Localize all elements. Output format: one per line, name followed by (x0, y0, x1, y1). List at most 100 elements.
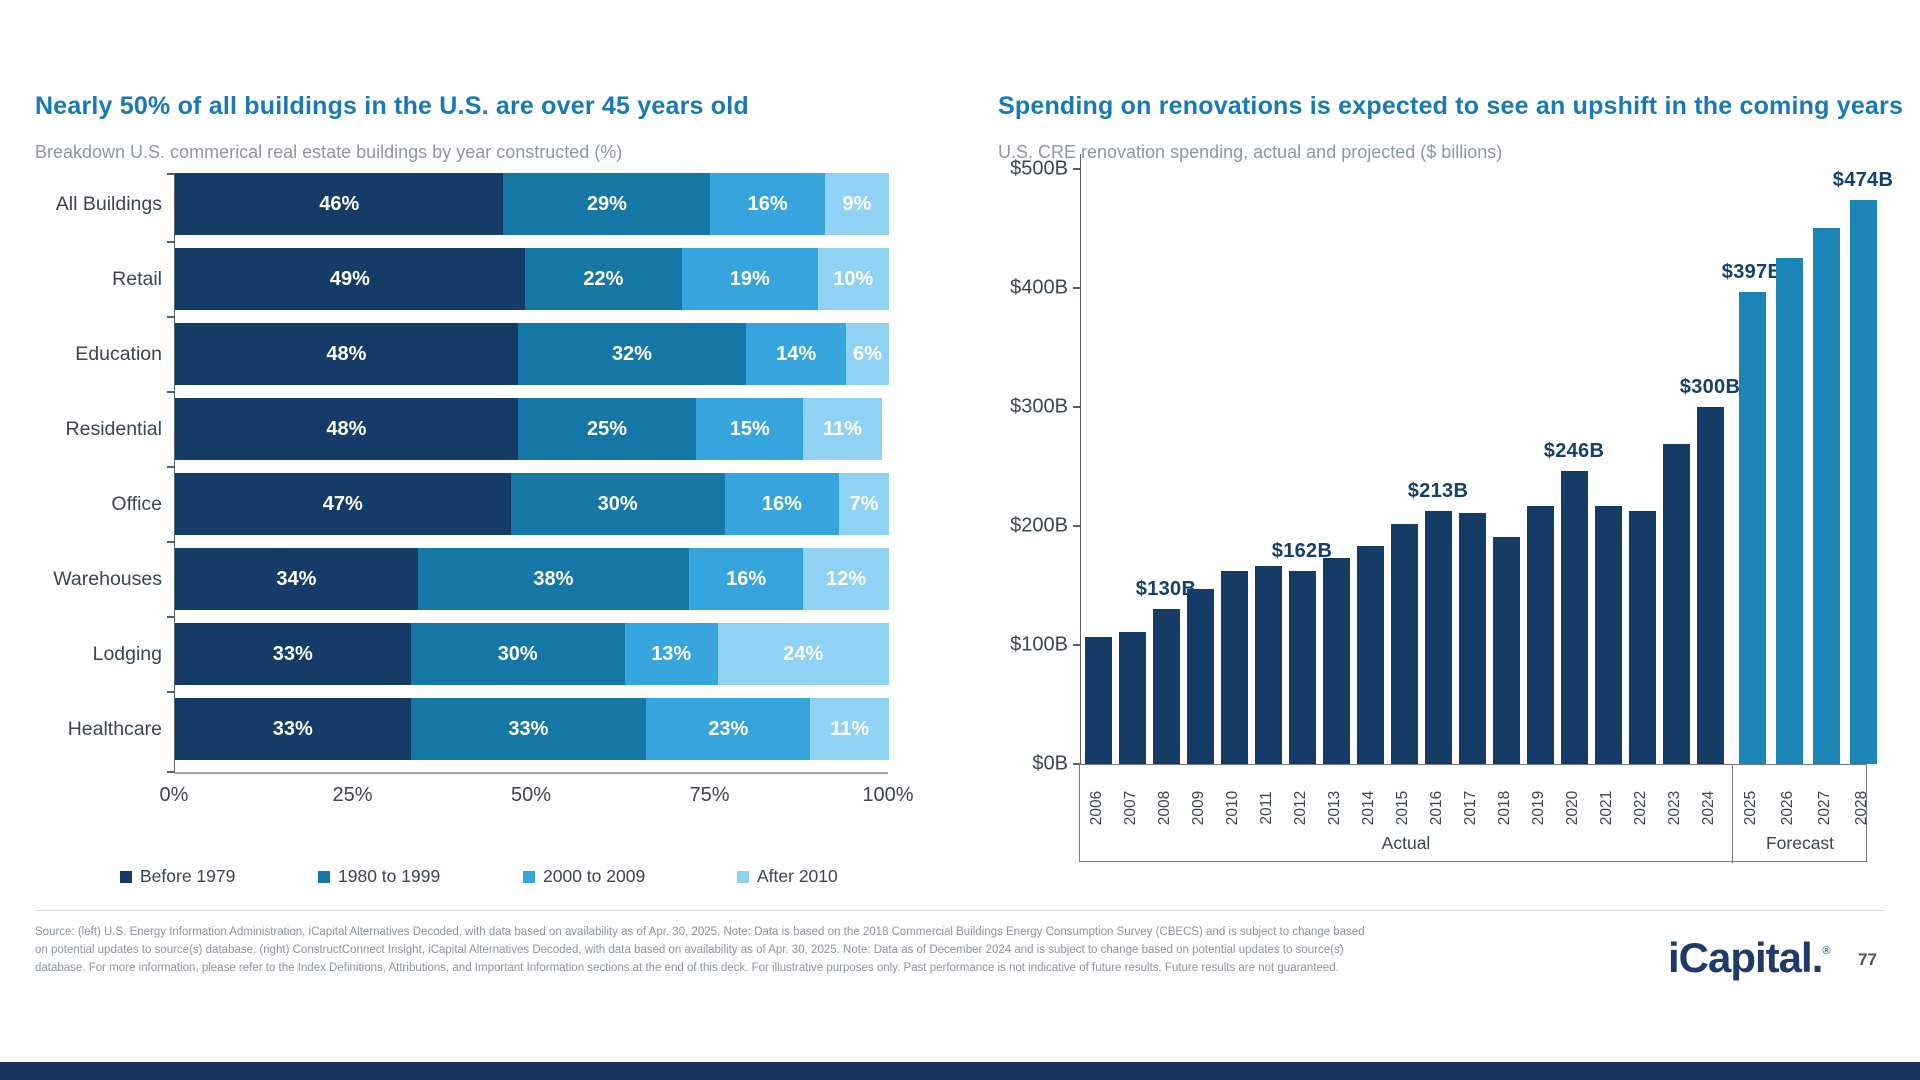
bar-segment-value: 22% (583, 267, 624, 290)
bar-segment-value: 29% (586, 192, 627, 215)
bar-value-label: $130B (1135, 578, 1197, 600)
bar-segment-value: 32% (611, 342, 652, 365)
bar (1152, 609, 1180, 764)
y-axis-label: $500B (1010, 157, 1068, 180)
stacked-bar-row: 49% 22% 19% 10% (175, 248, 889, 310)
bar-segment-value: 14% (776, 342, 817, 365)
bar-segment-value: 33% (508, 717, 549, 740)
bar-segment: 49% (175, 248, 525, 310)
bar-segment: 32% (517, 323, 747, 385)
legend-swatch (523, 870, 535, 883)
footer-divider (35, 910, 1885, 911)
bar-segment: 12% (803, 548, 889, 610)
bar-segment: 48% (175, 398, 518, 460)
bar-segment: 9% (824, 173, 889, 235)
legend-item: After 2010 (737, 866, 838, 887)
category-label: All Buildings (55, 192, 162, 215)
group-label-actual: Actual (1381, 833, 1431, 853)
bar-segment-value: 11% (823, 417, 863, 440)
x-axis-year-label: 2006 (1088, 790, 1105, 826)
y-axis-tick (1073, 287, 1081, 289)
bar-segment-value: 23% (708, 717, 749, 740)
icapital-logo: iCapital.® (1668, 934, 1830, 982)
axis-tick (167, 391, 174, 393)
x-axis-year-label: 2026 (1779, 790, 1796, 826)
bar-segment: 6% (846, 323, 889, 385)
icapital-logo-text: iCapital. (1668, 934, 1823, 981)
bar-segment: 19% (681, 248, 818, 310)
bar (1424, 511, 1452, 764)
bar-value-label: $397B (1721, 261, 1783, 283)
bar-segment-value: 30% (597, 492, 638, 515)
bar (1356, 546, 1384, 764)
bar-value-label: $162B (1271, 540, 1333, 562)
page-number: 77 (1858, 950, 1877, 969)
y-axis-label: $100B (1010, 633, 1068, 656)
x-axis-year-label: 2011 (1258, 791, 1275, 825)
x-axis-year-label: 2022 (1632, 790, 1649, 826)
right-chart-plot: $130B $162B $213B $246B $300B $397B $474B (1073, 154, 1893, 765)
right-chart-title: Spending on renovations is expected to s… (998, 92, 1904, 120)
bar-segment-value: 33% (272, 717, 313, 740)
bar-segment-value: 19% (729, 267, 770, 290)
axis-tick (167, 616, 174, 618)
bar-segment: 33% (410, 698, 647, 760)
stacked-bar-row: 48% 32% 14% 6% (175, 323, 889, 385)
bar-value-label: $300B (1679, 376, 1741, 398)
legend-swatch (318, 870, 330, 883)
bar-segment-value: 48% (326, 417, 367, 440)
bar-segment: 15% (696, 398, 804, 460)
bar (1662, 444, 1690, 764)
bar-segment-value: 47% (322, 492, 363, 515)
x-axis-year-label: 2012 (1292, 790, 1309, 826)
x-axis-year-label: 2010 (1224, 790, 1241, 826)
stacked-bar-row: 33% 30% 13% 24% (175, 623, 889, 685)
bar (1390, 524, 1418, 764)
y-axis-tick (1073, 763, 1081, 765)
y-axis-tick (1073, 406, 1081, 408)
registered-mark-icon: ® (1822, 945, 1831, 957)
bar-segment: 11% (810, 698, 889, 760)
axis-tick (167, 316, 174, 318)
legend-label: After 2010 (757, 866, 838, 886)
bar (1628, 511, 1656, 764)
bar-segment-value: 15% (729, 417, 770, 440)
bar (1254, 566, 1282, 764)
bar-segment: 23% (646, 698, 811, 760)
bar-segment-value: 16% (726, 567, 767, 590)
x-axis-year-label: 2028 (1853, 790, 1870, 826)
bar (1594, 506, 1622, 764)
category-label: Lodging (92, 642, 162, 665)
legend-label: 1980 to 1999 (338, 866, 441, 886)
bar-segment: 38% (417, 548, 690, 610)
x-axis-year-label: 2013 (1326, 790, 1343, 826)
bar (1738, 292, 1766, 764)
x-axis-year-label: 2015 (1394, 790, 1411, 826)
bar (1186, 589, 1214, 764)
legend-item: 2000 to 2009 (523, 866, 645, 887)
x-axis-year-label: 2008 (1156, 790, 1173, 826)
x-axis-year-label: 2025 (1742, 790, 1759, 826)
x-tick-label: 50% (510, 784, 552, 806)
legend-swatch (737, 870, 749, 883)
x-tick-label: 0% (159, 784, 189, 806)
bar (1220, 571, 1248, 764)
bar-segment: 16% (710, 173, 825, 235)
left-chart-legend: Before 1979 1980 to 1999 2000 to 2009 After… (120, 866, 920, 892)
bar (1526, 506, 1554, 764)
left-chart-title: Nearly 50% of all buildings in the U.S. … (35, 92, 749, 120)
bar-segment-value: 16% (747, 192, 788, 215)
axis-tick (167, 466, 174, 468)
bar-segment-value: 11% (830, 717, 870, 740)
bar-segment-value: 38% (533, 567, 574, 590)
bar-segment-value: 9% (842, 192, 872, 215)
bar-segment-value: 25% (586, 417, 627, 440)
footer-source-text: Source: (left) U.S. Energy Information A… (35, 926, 1365, 974)
legend-item: Before 1979 (120, 866, 235, 887)
y-axis-label: $200B (1010, 514, 1068, 537)
x-axis-year-label: 2023 (1666, 790, 1683, 826)
x-axis-year-label: 2024 (1700, 790, 1717, 826)
y-axis-tick (1073, 168, 1081, 170)
bar-segment: 30% (410, 623, 625, 685)
legend-label: 2000 to 2009 (543, 866, 646, 886)
